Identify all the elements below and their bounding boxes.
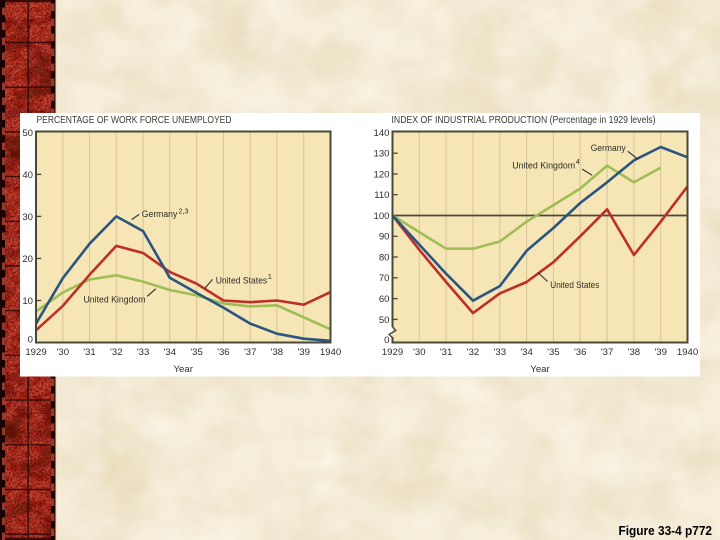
svg-text:'31: '31 (83, 347, 96, 358)
svg-text:PERCENTAGE OF WORK FORCE UNEMP: PERCENTAGE OF WORK FORCE UNEMPLOYED (37, 115, 232, 126)
svg-text:10: 10 (22, 296, 33, 307)
svg-text:'34: '34 (520, 347, 533, 358)
svg-text:50: 50 (22, 128, 33, 139)
svg-text:'30: '30 (57, 347, 70, 358)
svg-text:100: 100 (373, 211, 389, 222)
svg-text:140: 140 (373, 128, 389, 139)
svg-text:1: 1 (268, 272, 272, 281)
svg-text:90: 90 (379, 232, 390, 243)
svg-text:'39: '39 (654, 347, 667, 358)
svg-text:Figure 33-4 p772: Figure 33-4 p772 (619, 523, 713, 538)
svg-text:Year: Year (530, 364, 550, 375)
svg-text:'33: '33 (137, 347, 150, 358)
svg-text:60: 60 (379, 294, 390, 305)
svg-text:120: 120 (373, 169, 389, 180)
svg-text:Year: Year (174, 364, 194, 375)
svg-text:Germany: Germany (142, 209, 178, 220)
svg-text:110: 110 (374, 190, 389, 201)
svg-text:130: 130 (373, 149, 389, 160)
svg-text:'37: '37 (244, 347, 257, 358)
svg-text:20: 20 (22, 254, 33, 265)
svg-text:1940: 1940 (320, 347, 341, 358)
svg-text:'36: '36 (574, 347, 587, 358)
svg-text:United States: United States (550, 280, 599, 291)
svg-text:50: 50 (379, 315, 390, 326)
svg-text:'38: '38 (628, 347, 641, 358)
svg-text:4: 4 (576, 157, 580, 166)
svg-text:'33: '33 (494, 347, 507, 358)
svg-text:80: 80 (379, 252, 390, 263)
svg-text:'36: '36 (217, 347, 230, 358)
svg-text:Germany: Germany (591, 143, 626, 154)
svg-text:'32: '32 (467, 347, 480, 358)
svg-text:INDEX OF INDUSTRIAL PRODUCTION: INDEX OF INDUSTRIAL PRODUCTION (Percenta… (392, 115, 656, 126)
svg-text:70: 70 (379, 273, 390, 284)
svg-text:'31: '31 (440, 347, 453, 358)
svg-text:1929: 1929 (382, 347, 403, 358)
svg-text:'32: '32 (110, 347, 123, 358)
svg-text:1929: 1929 (25, 347, 46, 358)
svg-text:'35: '35 (547, 347, 560, 358)
svg-text:'34: '34 (164, 347, 177, 358)
svg-text:0: 0 (28, 335, 33, 346)
svg-text:United Kingdom: United Kingdom (512, 161, 575, 172)
svg-text:30: 30 (22, 212, 33, 223)
svg-text:United Kingdom: United Kingdom (84, 295, 146, 306)
svg-text:United States: United States (216, 276, 268, 287)
svg-text:'30: '30 (413, 347, 426, 358)
svg-text:2,3: 2,3 (179, 207, 189, 216)
svg-text:'35: '35 (190, 347, 203, 358)
svg-text:'37: '37 (601, 347, 614, 358)
svg-text:'38: '38 (271, 347, 284, 358)
svg-text:'39: '39 (297, 347, 310, 358)
svg-text:0: 0 (384, 335, 389, 346)
svg-text:1940: 1940 (677, 347, 698, 358)
svg-text:40: 40 (22, 170, 33, 181)
